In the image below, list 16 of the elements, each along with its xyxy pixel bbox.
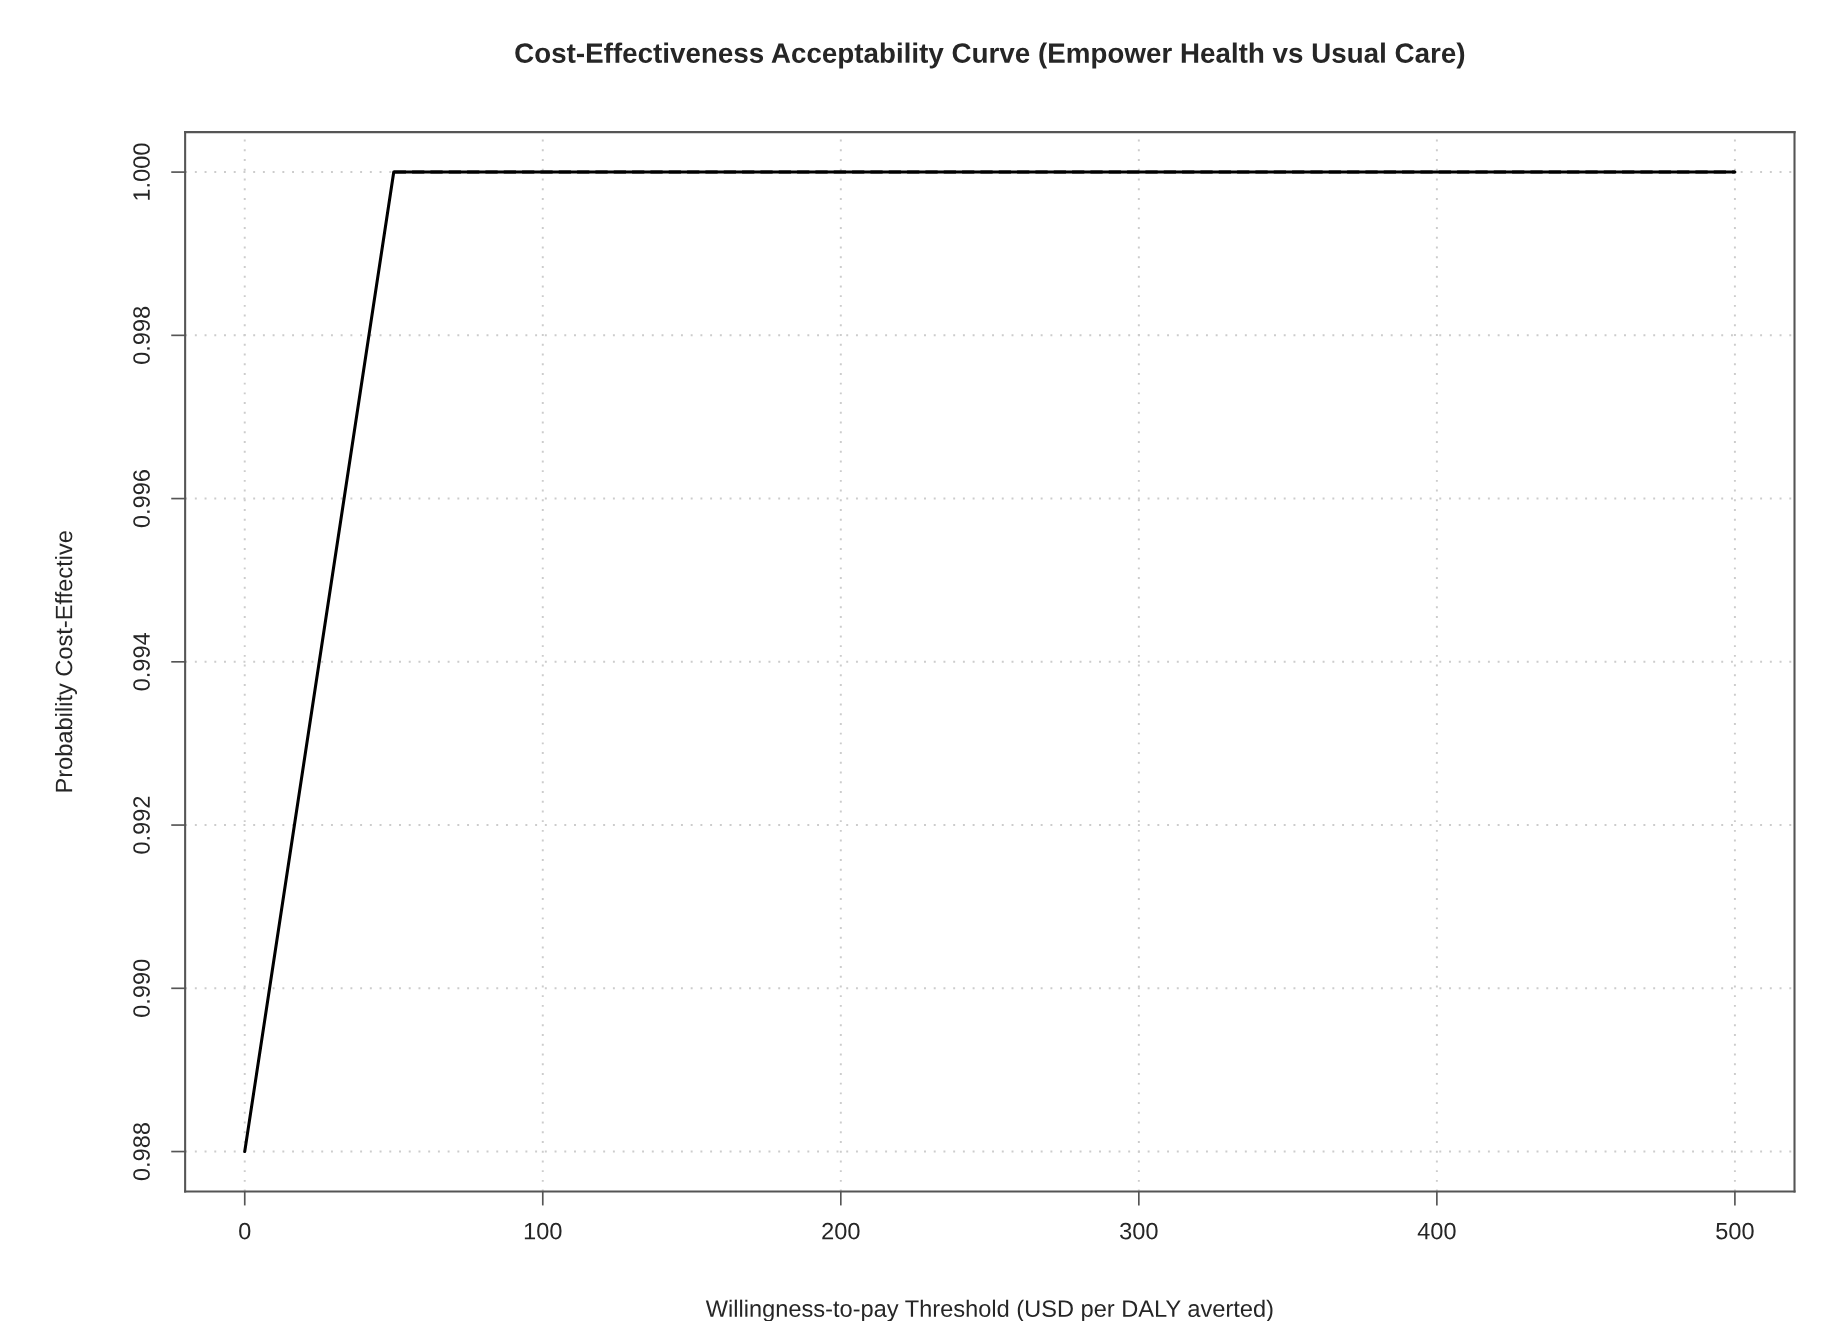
- chart-title: Cost-Effectiveness Acceptability Curve (Empower Health vs Usual Care): [515, 42, 1465, 69]
- x-tick-label: 400: [1417, 1222, 1456, 1240]
- x-tick-label: 500: [1716, 1222, 1754, 1240]
- x-tick-label: 0: [239, 1222, 251, 1240]
- x-tick-label: 100: [524, 1222, 562, 1240]
- y-tick-label: 0.996: [133, 470, 150, 528]
- x-axis-title: Willingness-to-pay Threshold (USD per DALY averted): [705, 1299, 1273, 1321]
- y-tick-label: 0.998: [133, 306, 150, 364]
- y-tick-label: 1.000: [133, 143, 150, 200]
- y-tick-label: 0.988: [133, 1123, 150, 1181]
- y-tick-label: 0.990: [133, 959, 150, 1017]
- y-axis-title: Probability Cost-Effective: [55, 531, 78, 792]
- x-tick-label: 200: [822, 1222, 860, 1240]
- y-tick-label: 0.994: [133, 632, 150, 691]
- y-tick-label: 0.992: [133, 796, 150, 854]
- x-tick-label: 300: [1120, 1222, 1158, 1240]
